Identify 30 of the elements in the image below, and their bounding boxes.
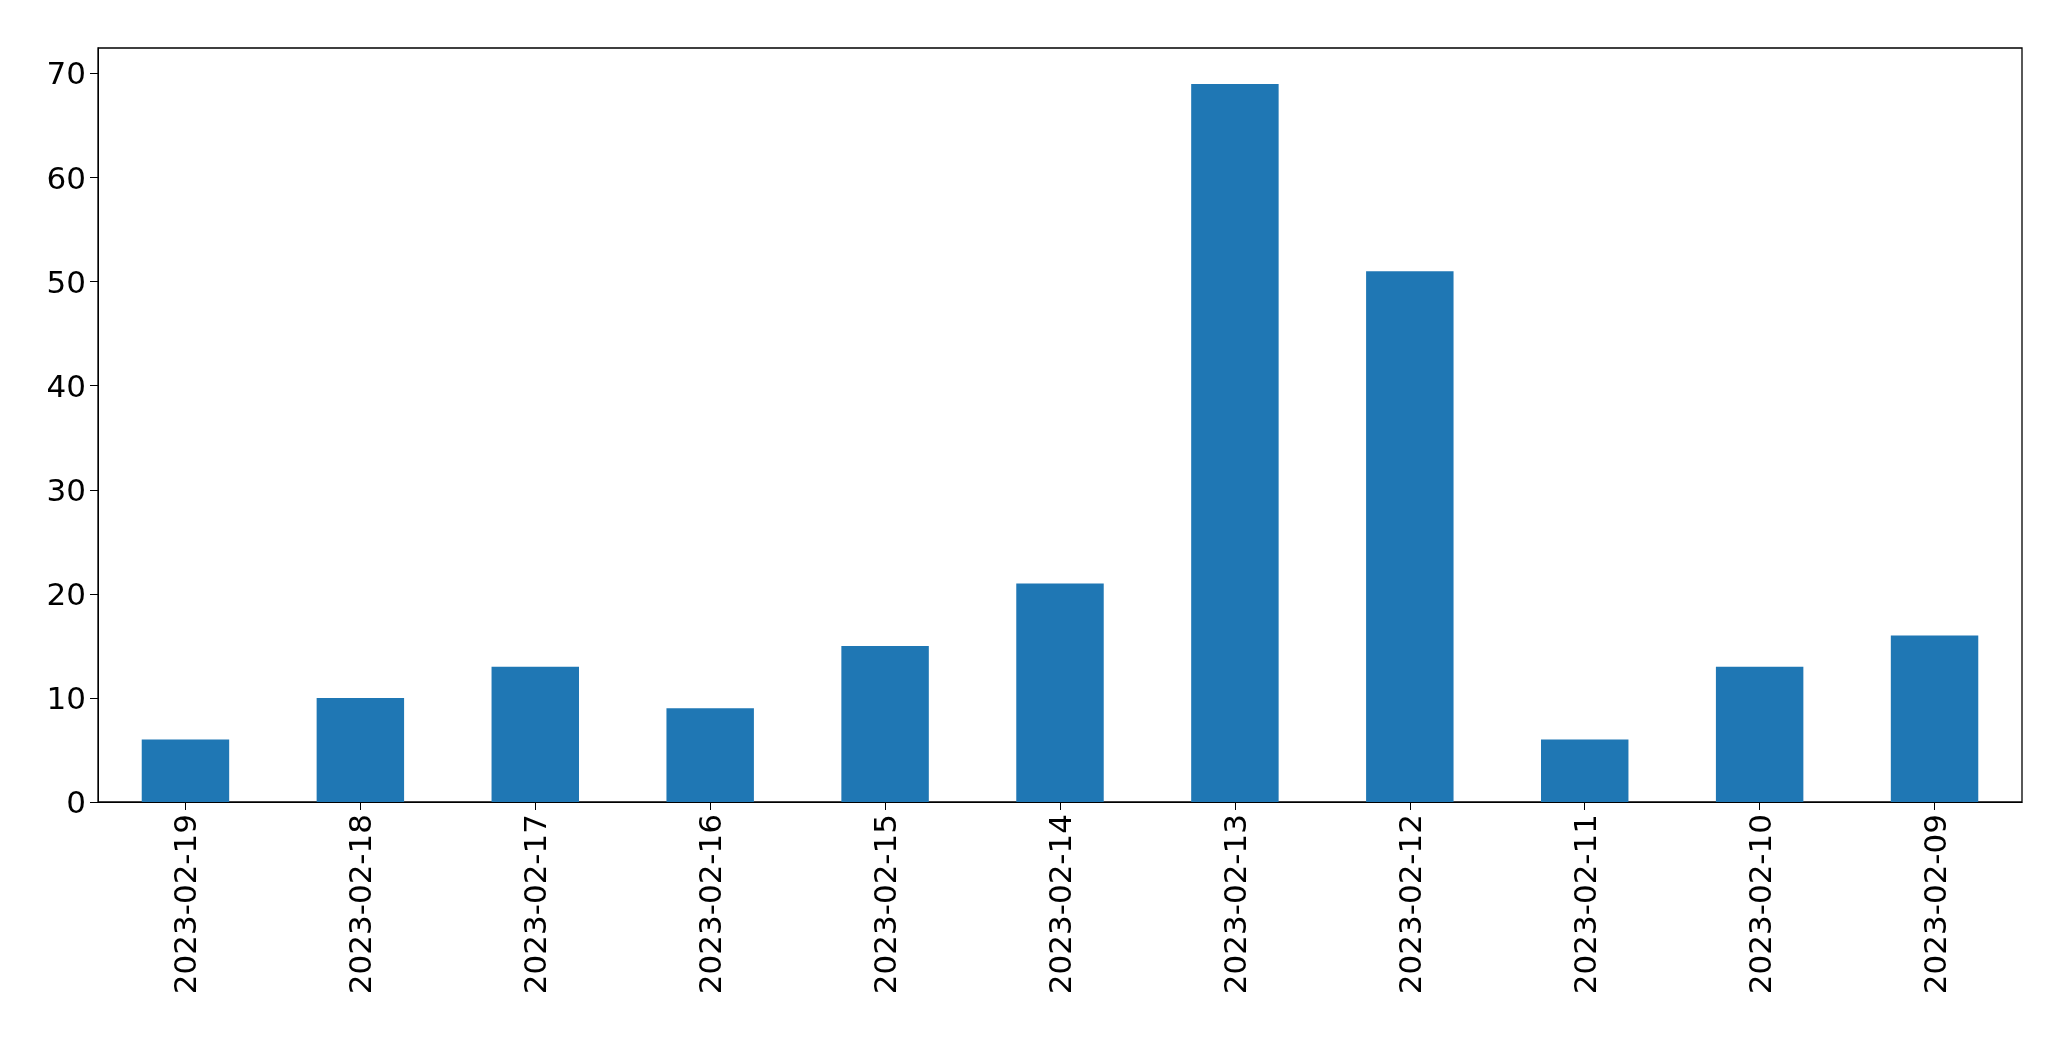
bar: [1016, 583, 1104, 802]
bar: [666, 708, 754, 802]
x-tick-label: 2023-02-16: [692, 814, 729, 995]
bar: [841, 645, 929, 802]
bar: [316, 697, 405, 802]
y-tick-label: 30: [46, 471, 86, 508]
x-tick-label: 2023-02-12: [1391, 814, 1428, 995]
bar: [1191, 83, 1279, 802]
x-tick-label: 2023-02-15: [867, 814, 904, 995]
bar: [1715, 666, 1804, 802]
y-tick-label: 40: [46, 367, 86, 404]
y-tick-label: 10: [46, 679, 86, 716]
x-tick-label: 2023-02-18: [342, 814, 379, 995]
x-tick-label: 2023-02-10: [1741, 814, 1778, 995]
x-tick-label: 2023-02-11: [1566, 814, 1603, 995]
y-tick-label: 50: [46, 263, 86, 300]
y-tick-label: 70: [46, 55, 86, 92]
x-tick-label: 2023-02-19: [167, 814, 204, 995]
y-tick-label: 60: [46, 159, 86, 196]
bar: [1890, 635, 1979, 802]
y-tick-label: 20: [46, 575, 86, 612]
bar: [491, 666, 579, 802]
x-tick-label: 2023-02-14: [1042, 814, 1078, 995]
bar: [1541, 739, 1629, 802]
x-tick-label: 2023-02-09: [1916, 814, 1953, 995]
bar: [1366, 271, 1454, 802]
bar: [141, 739, 230, 802]
x-tick-label: 2023-02-13: [1216, 814, 1253, 995]
x-tick-label: 2023-02-17: [517, 814, 554, 995]
y-tick-label: 0: [66, 784, 86, 820]
